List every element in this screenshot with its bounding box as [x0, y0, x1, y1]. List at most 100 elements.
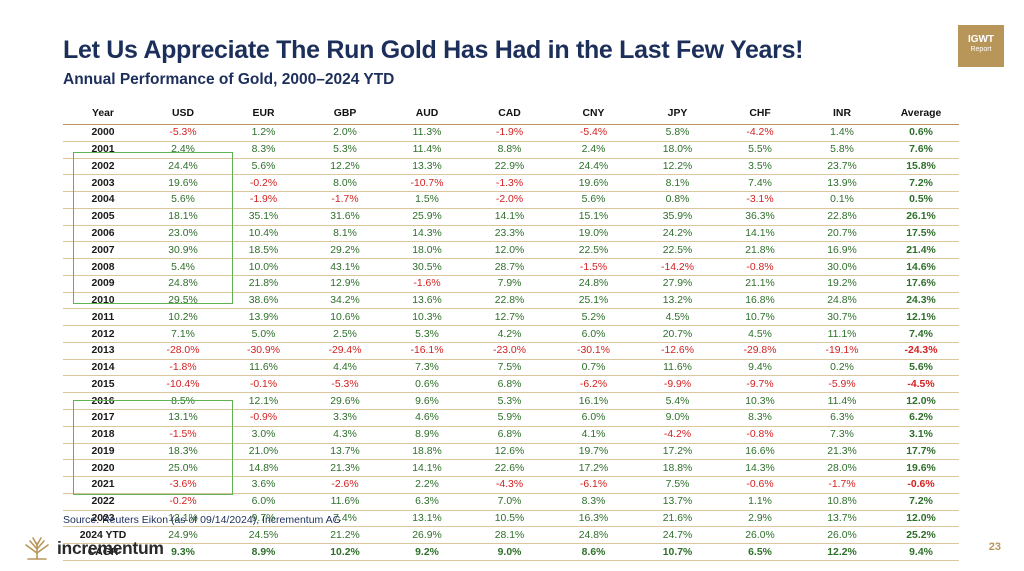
- return-cell: -1.9%: [468, 124, 551, 142]
- average-cell: 12.0%: [883, 510, 959, 528]
- return-cell: 4.1%: [551, 426, 636, 444]
- badge-subtitle: Report: [970, 46, 992, 53]
- return-cell: -23.0%: [468, 342, 551, 360]
- return-cell: 9.2%: [386, 543, 468, 561]
- return-cell: 7.3%: [801, 426, 883, 444]
- return-cell: 24.2%: [636, 225, 719, 243]
- table-row: 2016 8.5% 12.1% 29.6% 9.6% 5.3% 16.1% 5.4% 10.3%…: [63, 392, 959, 411]
- year-cell: 2014: [63, 359, 143, 377]
- return-cell: 22.9%: [468, 158, 551, 176]
- year-cell: 2008: [63, 258, 143, 276]
- return-cell: 18.8%: [636, 459, 719, 478]
- return-cell: -0.8%: [719, 258, 801, 276]
- table-row: 2008 5.4% 10.0% 43.1% 30.5% 28.7% -1.5% -14.2% -…: [63, 258, 959, 276]
- return-cell: 13.9%: [223, 308, 304, 327]
- return-cell: 1.4%: [801, 124, 883, 142]
- return-cell: -4.2%: [636, 426, 719, 444]
- average-cell: -0.6%: [883, 476, 959, 494]
- year-cell: 2020: [63, 459, 143, 478]
- column-header-gbp: GBP: [304, 104, 386, 125]
- average-cell: 14.6%: [883, 258, 959, 276]
- table-row: 2018 -1.5% 3.0% 4.3% 8.9% 6.8% 4.1% -4.2% -0.8% 7…: [63, 426, 959, 444]
- table-row: 2004 5.6% -1.9% -1.7% 1.5% -2.0% 5.6% 0.8% -3.1%…: [63, 191, 959, 209]
- return-cell: -1.5%: [551, 258, 636, 276]
- return-cell: 10.2%: [143, 308, 223, 327]
- return-cell: 18.8%: [386, 443, 468, 461]
- return-cell: 6.3%: [801, 409, 883, 427]
- return-cell: 20.7%: [801, 225, 883, 243]
- return-cell: 11.4%: [386, 141, 468, 159]
- return-cell: 9.3%: [143, 543, 223, 561]
- column-header-eur: EUR: [223, 104, 304, 125]
- return-cell: 23.0%: [143, 225, 223, 243]
- return-cell: 4.3%: [304, 426, 386, 444]
- return-cell: 10.4%: [223, 225, 304, 243]
- year-cell: 2001: [63, 141, 143, 159]
- return-cell: 16.3%: [551, 510, 636, 528]
- average-cell: 7.4%: [883, 325, 959, 343]
- return-cell: 6.8%: [468, 426, 551, 444]
- return-cell: 12.2%: [304, 158, 386, 176]
- return-cell: 18.3%: [143, 443, 223, 461]
- return-cell: 1.2%: [223, 124, 304, 142]
- return-cell: -10.4%: [143, 375, 223, 394]
- return-cell: 3.6%: [223, 476, 304, 494]
- year-cell: 2005: [63, 208, 143, 226]
- return-cell: 21.3%: [304, 459, 386, 478]
- return-cell: 6.0%: [223, 493, 304, 511]
- return-cell: 6.5%: [719, 543, 801, 561]
- return-cell: 11.6%: [304, 493, 386, 511]
- table-row: 2024 YTD 24.9% 24.5% 21.2% 26.9% 28.1% 24.8% 24…: [63, 526, 959, 545]
- table-row: 2001 2.4% 8.3% 5.3% 11.4% 8.8% 2.4% 18.0% 5.5% 5.…: [63, 141, 959, 159]
- return-cell: 9.0%: [636, 409, 719, 427]
- return-cell: 19.6%: [143, 174, 223, 193]
- return-cell: 0.2%: [801, 359, 883, 377]
- return-cell: 31.6%: [304, 208, 386, 226]
- return-cell: 30.5%: [386, 258, 468, 276]
- return-cell: 25.1%: [551, 292, 636, 310]
- return-cell: 13.1%: [143, 409, 223, 427]
- return-cell: 7.3%: [386, 359, 468, 377]
- year-cell: CAGR: [63, 543, 143, 561]
- return-cell: 25.0%: [143, 459, 223, 478]
- average-cell: -4.5%: [883, 375, 959, 394]
- average-cell: 24.3%: [883, 292, 959, 310]
- return-cell: 17.2%: [636, 443, 719, 461]
- return-cell: 7.0%: [468, 493, 551, 511]
- average-cell: 0.6%: [883, 124, 959, 142]
- year-cell: 2004: [63, 191, 143, 209]
- average-cell: 17.7%: [883, 443, 959, 461]
- return-cell: 13.2%: [636, 292, 719, 310]
- return-cell: 21.3%: [801, 443, 883, 461]
- table-row: 2014 -1.8% 11.6% 4.4% 7.3% 7.5% 0.7% 11.6% 9.4% 0…: [63, 359, 959, 377]
- return-cell: 30.0%: [801, 258, 883, 276]
- return-cell: 25.9%: [386, 208, 468, 226]
- column-header-aud: AUD: [386, 104, 468, 125]
- average-cell: 3.1%: [883, 426, 959, 444]
- average-cell: 7.2%: [883, 493, 959, 511]
- return-cell: 13.9%: [801, 174, 883, 193]
- return-cell: 16.8%: [719, 292, 801, 310]
- page-title: Let Us Appreciate The Run Gold Has Had i…: [63, 36, 804, 64]
- return-cell: 22.5%: [551, 241, 636, 260]
- return-cell: 13.6%: [386, 292, 468, 310]
- return-cell: 26.9%: [386, 526, 468, 545]
- column-header-chf: CHF: [719, 104, 801, 125]
- return-cell: 5.0%: [223, 325, 304, 343]
- return-cell: -30.1%: [551, 342, 636, 360]
- return-cell: -3.1%: [719, 191, 801, 209]
- return-cell: 30.7%: [801, 308, 883, 327]
- year-cell: 2011: [63, 308, 143, 327]
- return-cell: -0.1%: [223, 375, 304, 394]
- return-cell: 2.2%: [386, 476, 468, 494]
- return-cell: 11.1%: [801, 325, 883, 343]
- return-cell: 29.2%: [304, 241, 386, 260]
- return-cell: 14.1%: [468, 208, 551, 226]
- return-cell: -0.6%: [719, 476, 801, 494]
- return-cell: 5.4%: [636, 392, 719, 411]
- return-cell: 22.8%: [468, 292, 551, 310]
- average-cell: 21.4%: [883, 241, 959, 260]
- return-cell: 13.7%: [304, 443, 386, 461]
- return-cell: 10.0%: [223, 258, 304, 276]
- return-cell: 11.4%: [801, 392, 883, 411]
